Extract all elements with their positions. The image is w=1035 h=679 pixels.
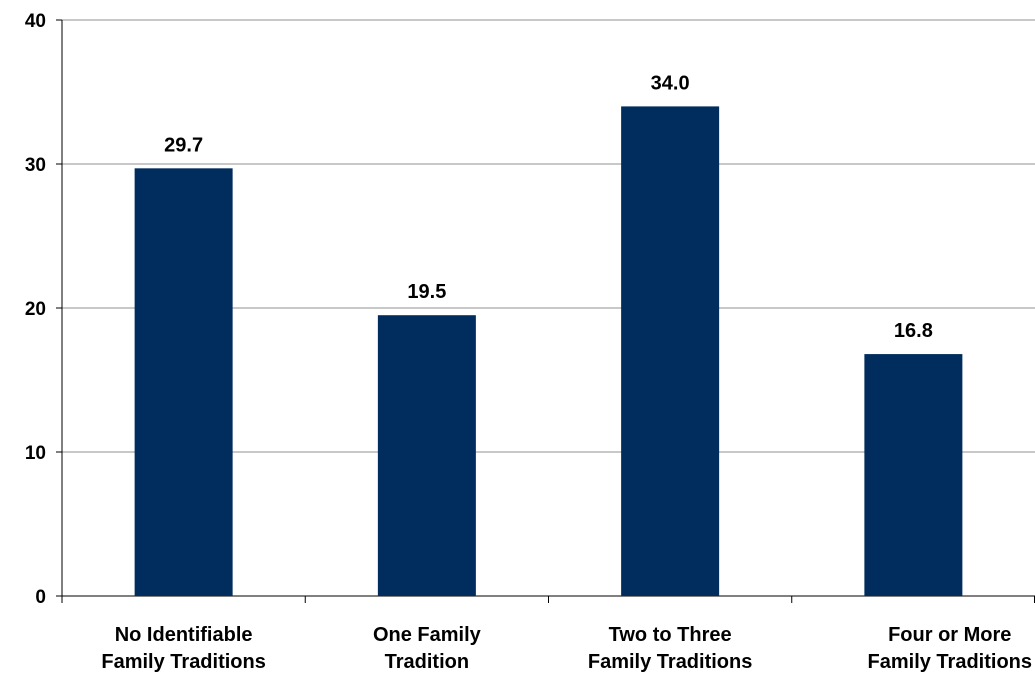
category-label-0-line-0: No Identifiable (115, 624, 253, 646)
data-label-0: 29.7 (164, 134, 203, 156)
y-tick-label-40: 40 (25, 11, 46, 32)
bar-3 (864, 354, 963, 596)
data-labels: 29.7 19.5 34.0 16.8 (164, 72, 933, 342)
data-label-2: 34.0 (651, 72, 690, 94)
bar-0 (134, 168, 233, 596)
bar-2 (621, 106, 720, 597)
data-label-3: 16.8 (894, 320, 933, 342)
category-label-2-line-1: Family Traditions (588, 651, 752, 673)
y-tick-label-30: 30 (25, 155, 46, 176)
y-tick-label-10: 10 (25, 443, 46, 464)
category-label-3-line-0: Four or More (888, 624, 1011, 646)
category-labels: No Identifiable Family Traditions One Fami… (101, 624, 1032, 673)
category-label-1-line-1: Tradition (385, 651, 469, 673)
bar-1 (377, 315, 476, 596)
category-label-3-line-1: Family Traditions (868, 651, 1032, 673)
category-label-0-line-1: Family Traditions (101, 651, 265, 673)
y-tick-label-0: 0 (35, 587, 46, 608)
y-tick-label-20: 20 (25, 299, 46, 320)
bars (134, 106, 963, 597)
category-label-1-line-0: One Family (373, 624, 482, 646)
y-axis-ticks: 0 10 20 30 40 (25, 11, 46, 608)
data-label-1: 19.5 (407, 281, 446, 303)
category-label-2-line-0: Two to Three (609, 624, 732, 646)
